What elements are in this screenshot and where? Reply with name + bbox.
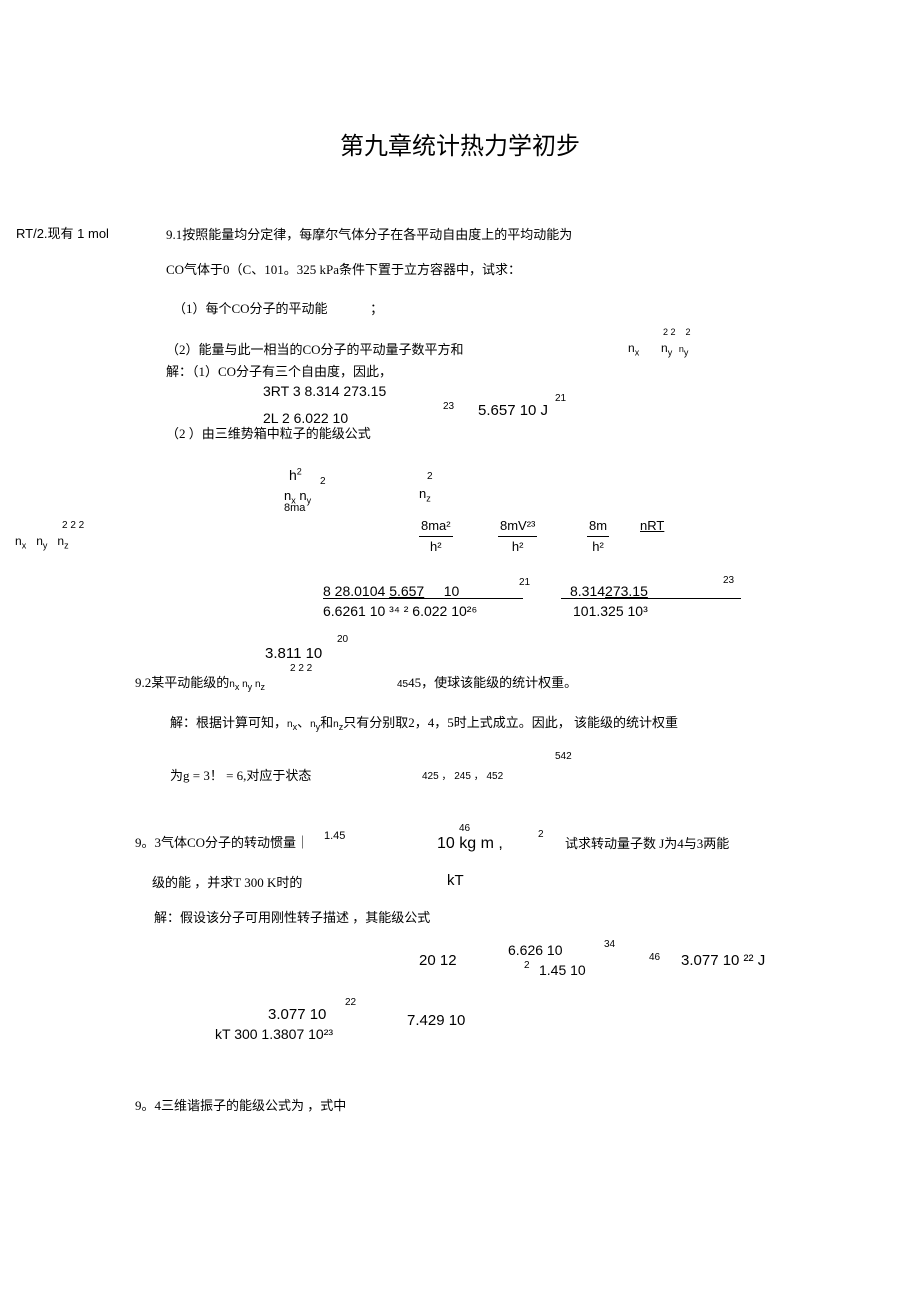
p92-542: 542 — [555, 749, 572, 764]
eq2-8ma: 8ma — [284, 500, 305, 517]
p93-line2: 级的能 ，并求T 300 K时的 — [152, 873, 302, 893]
p93-eq2-res: 7.429 10 — [407, 1010, 465, 1033]
margin-note: RT/2.现有 1 mol — [16, 224, 109, 244]
p92-45: 4545，使球该能级的统计权重。 — [397, 673, 577, 693]
p92-sol: 解：根据计算可知， — [170, 715, 287, 730]
eq2-nz: nz — [419, 484, 431, 506]
p91-intro: 9.1按照能量均分定律，每摩尔气体分子在各平动自由度上的平均动能为 — [166, 225, 572, 245]
p92-sol-row: 解：根据计算可知，nx、ny和nz只有分别取2，4，5时上式成立。因此， 该能级… — [170, 713, 678, 735]
p93-eq-res: 3.077 10 ²² J — [681, 950, 765, 973]
eq2-frac3: 8mh² — [587, 516, 609, 556]
eq1-num: 3RT 3 8.314 273.15 — [263, 381, 386, 402]
p93-kT: kT — [447, 870, 464, 893]
eq2-frac1: 8ma²h² — [419, 516, 453, 556]
eq1-res: 5.657 10 J — [478, 400, 548, 423]
eq3-line1f-exp: 23 — [723, 573, 734, 588]
p91-q1-tail: ； — [370, 301, 383, 316]
p92-states: 425 ， 245 ， 452 — [422, 769, 503, 784]
eq1-exp: 23 — [443, 399, 454, 414]
p93-eq-frac-den: 1.45 10 — [539, 960, 586, 981]
p91-q2: （2）能量与此一相当的CO分子的平动量子数平方和 — [166, 340, 464, 360]
p93-eq-frac-num-exp: 34 — [604, 937, 615, 952]
eq3-line2b: 101.325 10³ — [573, 601, 648, 622]
p93-lead: 9。3气体CO分子的转动惯量｜ — [135, 833, 309, 853]
eq2-sup2: 2 — [320, 474, 326, 489]
left-nxnynz: nx ny nz — [15, 532, 69, 553]
p92-lead-row: 9.2某平动能级的nx ny nz — [135, 673, 265, 695]
p93-eq-frac: 6.626 10 — [508, 940, 563, 961]
ny: ny ny — [661, 339, 688, 360]
p93-eq2-den: kT 300 1.3807 10²³ — [215, 1024, 333, 1045]
ny-222: 2 2 2 — [663, 326, 691, 340]
p91-q1: （1）每个CO分子的平动能 — [173, 301, 328, 316]
p93-tail: 试求转动量子数 J为4与3两能 — [565, 834, 729, 854]
p93-46: 46 — [459, 821, 470, 836]
page-title: 第九章统计热力学初步 — [0, 126, 920, 161]
p94: 9。4三维谐振子的能级公式为 ，式中 — [135, 1096, 346, 1116]
p92-lead: 9.2某平动能级的 — [135, 675, 229, 690]
eq2-frac2: 8mV²³h² — [498, 516, 537, 556]
eq2-nz-sup: 2 — [427, 469, 433, 484]
p93-145: 1.45 — [324, 828, 345, 845]
p93-eq2-num-exp: 22 — [345, 995, 356, 1010]
eq3-line2a: 6.6261 10 ³⁴ ² 6.022 10²⁶ — [323, 601, 477, 622]
eq2-h2: h2 — [289, 465, 302, 486]
p93-sol: 解：假设该分子可用刚性转子描述 ，其能级公式 — [154, 908, 430, 928]
p93-eq1: 20 12 — [419, 950, 457, 973]
p92-g: 为g = 3！ = 6,对应于状态 — [170, 766, 311, 786]
p93-eq-frac-den2: 2 — [524, 958, 530, 973]
p91-q1-row: （1）每个CO分子的平动能 ； — [173, 299, 383, 319]
eq3-line1c-exp: 21 — [519, 575, 530, 590]
p93-eq-46: 46 — [649, 950, 660, 965]
p93-2: 2 — [538, 827, 544, 842]
nx: nx — [628, 339, 639, 360]
sol2: （2 ）由三维势箱中粒子的能级公式 — [166, 424, 371, 444]
eq3-rule1 — [323, 598, 523, 599]
eq2-frac4: nRT — [640, 516, 664, 536]
sol1: 解：（1）CO分子有三个自由度，因此， — [166, 362, 392, 382]
eq3-rule2 — [561, 598, 741, 599]
left-222: 2 2 2 — [62, 518, 84, 533]
p92-222: 2 2 2 — [290, 661, 312, 676]
eq3-res-exp: 20 — [337, 632, 348, 647]
p91-line1: CO气体于0（C、101。325 kPa条件下置于立方容器中，试求： — [166, 260, 521, 280]
eq1-res-exp: 21 — [555, 391, 566, 406]
